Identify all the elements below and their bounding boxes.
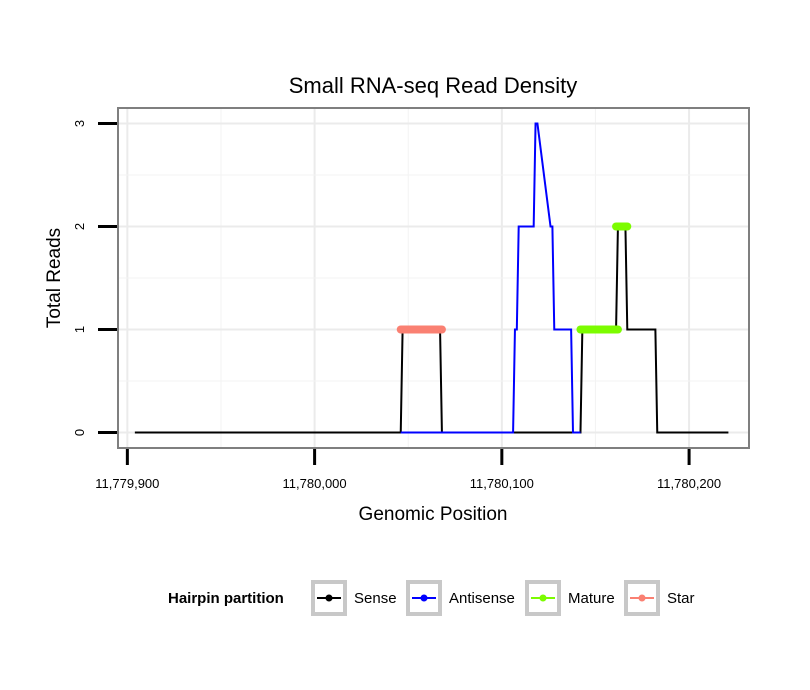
legend-key-dot	[420, 594, 428, 602]
legend-key-dot	[539, 594, 547, 602]
x-tick-label: 11,779,900	[95, 476, 159, 491]
series-antisense	[400, 122, 581, 434]
x-axis-label: Genomic Position	[359, 504, 508, 525]
y-tick-label: 0	[72, 429, 87, 436]
legend-label-antisense: Antisense	[449, 590, 515, 607]
x-tick-label: 11,780,000	[283, 476, 347, 491]
legend-label-sense: Sense	[354, 590, 397, 607]
x-tick-label: 11,780,100	[470, 476, 534, 491]
legend-title: Hairpin partition	[168, 590, 284, 607]
y-tick-label: 1	[72, 326, 87, 333]
data-series	[134, 122, 729, 434]
y-tick-label: 2	[72, 223, 87, 230]
grid	[119, 109, 748, 447]
legend: Hairpin partition Sense Antisense Mature St…	[168, 580, 695, 616]
chart-title: Small RNA-seq Read Density	[289, 73, 578, 98]
legend-key-dot	[325, 594, 333, 602]
legend-label-mature: Mature	[568, 590, 615, 607]
legend-label-star: Star	[667, 590, 695, 607]
y-axis-label: Total Reads	[44, 228, 65, 328]
y-tick-label: 3	[72, 120, 87, 127]
x-tick-label: 11,780,200	[657, 476, 721, 491]
legend-key-dot	[638, 594, 646, 602]
axes: 11,779,900 11,780,000 11,780,100 11,780,200…	[72, 120, 721, 491]
